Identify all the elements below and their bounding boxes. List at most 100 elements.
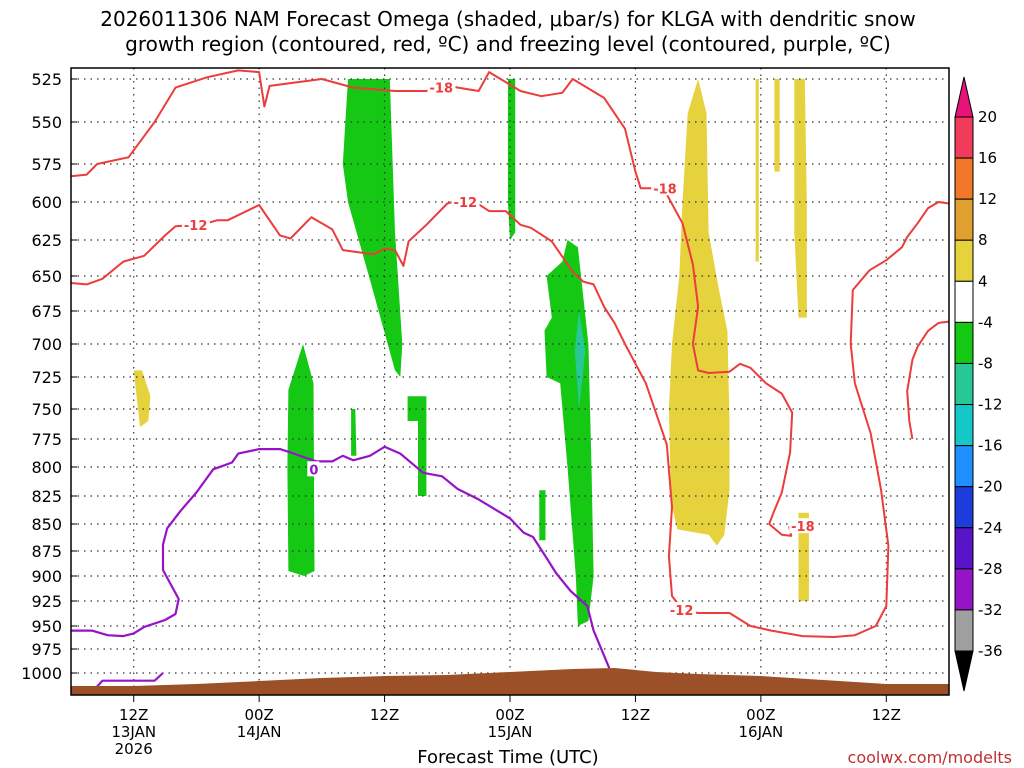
colorbar-label-7: -12 bbox=[978, 396, 1003, 414]
y-tick-525: 525 bbox=[31, 70, 62, 89]
dgz-contour-3 bbox=[906, 320, 950, 440]
y-axis-ticks: 525 550 575 600 625 650 675 700 725 750 775 800 825 8… bbox=[21, 70, 77, 683]
omega-region-1 bbox=[507, 79, 516, 240]
omega-region-2 bbox=[287, 344, 315, 576]
freezing-label-0: 0 bbox=[309, 463, 318, 478]
colorbar-label-1: 16 bbox=[978, 149, 997, 167]
colorbar-band-10 bbox=[954, 527, 974, 570]
dgz-label-extra-2-bg bbox=[789, 518, 818, 534]
colorbar-band-1 bbox=[954, 157, 974, 200]
colorbar-label-8: -16 bbox=[978, 437, 1003, 455]
dgz-label-1: -12 bbox=[184, 219, 208, 234]
dgz-label-2: -18 bbox=[653, 182, 677, 197]
colorbar-band-7 bbox=[954, 404, 974, 447]
y-tick-775: 775 bbox=[31, 430, 62, 449]
colorbar-band-12 bbox=[954, 609, 974, 652]
y-tick-975: 975 bbox=[31, 640, 62, 659]
y-tick-675: 675 bbox=[31, 302, 62, 321]
x-tick-6-line1: 12Z bbox=[119, 706, 148, 724]
chart-title-line2: growth region (contoured, red, ºC) and f… bbox=[125, 32, 891, 56]
dgz-label-extra-1-bg bbox=[667, 602, 696, 617]
colorbar-label-11: -28 bbox=[978, 560, 1003, 578]
colorbar-label-10: -24 bbox=[978, 519, 1003, 537]
x-tick-18-line2: 14JAN bbox=[237, 723, 282, 741]
x-tick-42-line2: 15JAN bbox=[488, 723, 533, 741]
dgz-label-extra-1: -12 bbox=[670, 604, 694, 619]
colorbar-band-5 bbox=[954, 321, 974, 364]
omega-region-7 bbox=[574, 311, 586, 409]
dgz-contour-1 bbox=[70, 196, 950, 638]
freezing-contour-0 bbox=[71, 445, 611, 669]
chart-title-line1: 2026011306 NAM Forecast Omega (shaded, μ… bbox=[100, 7, 916, 31]
colorbar-label-0: 20 bbox=[978, 108, 997, 126]
colorbar-band-2 bbox=[954, 198, 974, 241]
x-tick-18-line1: 00Z bbox=[244, 706, 273, 724]
grid-lines bbox=[71, 68, 949, 695]
x-tick-66-line2: 16JAN bbox=[738, 723, 783, 741]
dgz-label-0: -18 bbox=[430, 82, 454, 97]
dgz-label-2-bg bbox=[651, 180, 680, 196]
x-tick-6-line3: 2026 bbox=[115, 740, 153, 758]
colorbar-bottom-arrow bbox=[954, 650, 974, 692]
y-tick-850: 850 bbox=[31, 515, 62, 534]
x-tick-6-line2: 13JAN bbox=[111, 723, 156, 741]
x-tick-42-line1: 00Z bbox=[495, 706, 524, 724]
colorbar-label-9: -20 bbox=[978, 478, 1003, 496]
omega-region-0 bbox=[342, 79, 403, 377]
terrain-fill bbox=[71, 668, 949, 695]
y-tick-550: 550 bbox=[31, 113, 62, 132]
x-tick-54-line1: 12Z bbox=[621, 706, 650, 724]
omega-region-4 bbox=[407, 396, 427, 496]
y-tick-1000: 1000 bbox=[21, 664, 62, 683]
omega-region-12 bbox=[798, 512, 809, 601]
omega-region-8 bbox=[668, 79, 730, 546]
colorbar-top-arrow bbox=[954, 76, 974, 118]
y-tick-900: 900 bbox=[31, 567, 62, 586]
colorbar-band-6 bbox=[954, 362, 974, 406]
y-tick-575: 575 bbox=[31, 155, 62, 174]
omega-region-13 bbox=[133, 370, 151, 427]
omega-shading bbox=[133, 79, 809, 626]
y-tick-600: 600 bbox=[31, 193, 62, 212]
colorbar-label-3: 8 bbox=[978, 231, 988, 249]
credit-link[interactable]: coolwx.com/modelts bbox=[848, 748, 1012, 767]
colorbar-label-13: -36 bbox=[978, 642, 1003, 660]
x-tick-30-line1: 12Z bbox=[370, 706, 399, 724]
colorbar-band-3 bbox=[954, 239, 974, 282]
freezing-label-0-bg bbox=[307, 461, 320, 477]
colorbar-label-6: -8 bbox=[978, 354, 993, 372]
omega-region-3 bbox=[351, 409, 357, 456]
colorbar-band-9 bbox=[954, 486, 974, 529]
colorbar-label-5: -4 bbox=[978, 313, 993, 331]
dgz-label-extra-0: -12 bbox=[454, 196, 478, 211]
contour-labels: -18 -12 -18 -12 -12 -18 0 bbox=[181, 79, 818, 619]
x-axis-label: Forecast Time (UTC) bbox=[417, 747, 598, 768]
colorbar-band-8 bbox=[954, 445, 974, 488]
colorbar-band-11 bbox=[954, 568, 974, 611]
omega-region-6 bbox=[539, 490, 546, 541]
dgz-label-extra-2: -18 bbox=[791, 520, 815, 535]
x-tick-66-line1: 00Z bbox=[746, 706, 775, 724]
freezing-level-contours bbox=[71, 445, 611, 693]
dgz-label-0-bg bbox=[427, 79, 456, 95]
omega-region-10 bbox=[774, 79, 780, 172]
terrain-ground bbox=[71, 668, 949, 695]
y-tick-800: 800 bbox=[31, 458, 62, 477]
colorbar-band-0 bbox=[954, 116, 974, 159]
colorbar-label-4: 4 bbox=[978, 272, 988, 290]
dgz-contour-0 bbox=[70, 69, 653, 190]
y-tick-875: 875 bbox=[31, 542, 62, 561]
colorbar-label-12: -32 bbox=[978, 601, 1003, 619]
dendritic-growth-contours bbox=[70, 69, 950, 638]
dgz-contour-2 bbox=[651, 187, 794, 537]
y-tick-625: 625 bbox=[31, 231, 62, 250]
omega-region-9 bbox=[755, 79, 759, 262]
x-tick-78-line1: 12Z bbox=[872, 706, 901, 724]
colorbar: 20 16 12 8 4 -4 -8 -12 -16 -20 -24 -28 -32 -36 bbox=[954, 76, 1003, 692]
colorbar-band-4 bbox=[954, 280, 974, 323]
y-tick-700: 700 bbox=[31, 335, 62, 354]
y-tick-950: 950 bbox=[31, 617, 62, 636]
y-tick-725: 725 bbox=[31, 368, 62, 387]
